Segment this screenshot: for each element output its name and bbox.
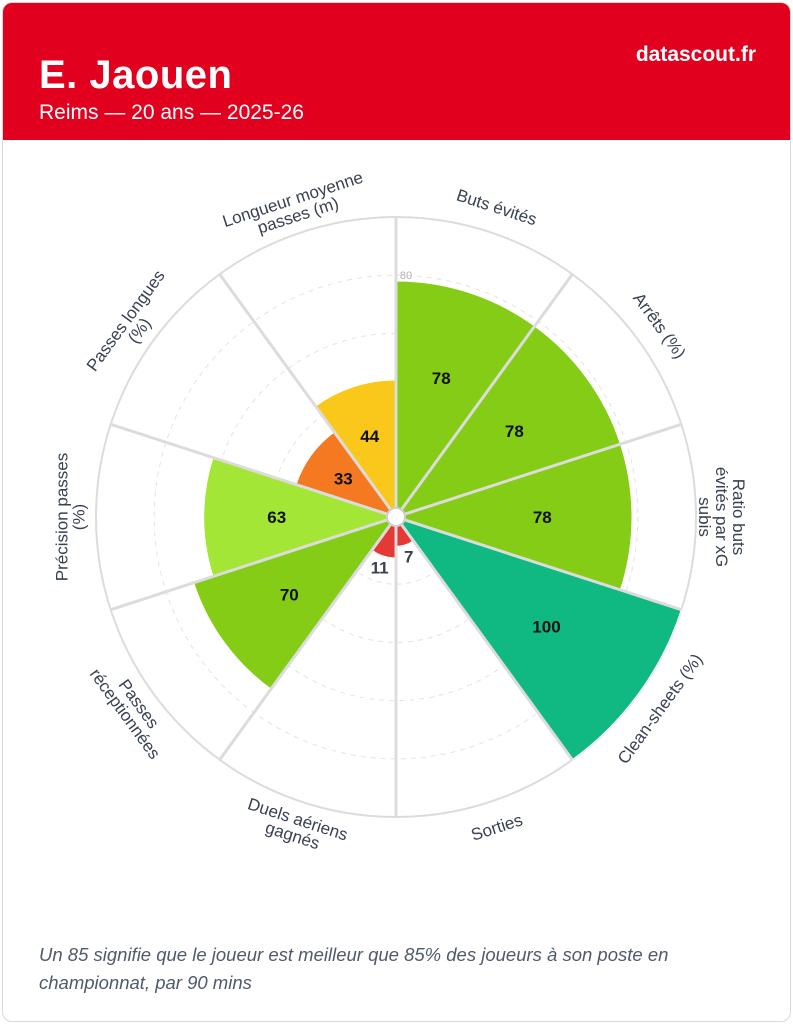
- grid-ring-80: [153, 274, 639, 760]
- spoke: [404, 422, 682, 516]
- value-label-2: 78: [505, 422, 524, 441]
- brand-link[interactable]: datascout.fr: [635, 43, 756, 66]
- spoke: [110, 422, 388, 516]
- category-label-text: Passes longues(%): [83, 267, 183, 385]
- value-label-1: 78: [432, 369, 451, 388]
- category-label-text: Passesréceptionnées: [86, 655, 178, 763]
- value-label-6: 11: [371, 558, 389, 577]
- spoke: [400, 273, 574, 511]
- category-label-3: Ratio butsévités par xGsubis: [695, 467, 748, 567]
- player-subtitle: Reims — 20 ans — 2025-26: [39, 101, 304, 124]
- value-label-7: 70: [280, 586, 299, 605]
- category-label-text: Sorties: [469, 810, 525, 844]
- value-label-10: 44: [360, 427, 379, 446]
- category-label-text: Arrêts (%): [629, 289, 689, 362]
- spoke: [218, 273, 392, 511]
- category-label-6: Duels aériensgagnés: [240, 794, 350, 860]
- value-label-8: 63: [267, 508, 286, 527]
- spoke: [218, 523, 392, 761]
- value-label-5: 7: [404, 547, 413, 566]
- category-label-7: Passesréceptionnées: [86, 655, 178, 763]
- spoke: [404, 518, 682, 612]
- category-label-text: Précision passes(%): [53, 453, 89, 582]
- category-label-text: Ratio butsévités par xGsubis: [695, 467, 748, 567]
- category-label-2: Arrêts (%): [629, 289, 689, 362]
- player-name: E. Jaouen: [39, 53, 233, 97]
- category-label-1: Buts évités: [454, 186, 539, 230]
- header-banner: E. Jaouen Reims — 20 ans — 2025-26 datas…: [3, 3, 790, 140]
- category-label-text: Buts évités: [454, 186, 539, 230]
- category-label-9: Passes longues(%): [83, 267, 183, 385]
- category-label-8: Précision passes(%): [53, 453, 89, 582]
- ring-label: 80: [400, 270, 412, 282]
- spoke: [400, 523, 574, 761]
- value-label-9: 33: [334, 470, 353, 489]
- center-hole: [386, 507, 406, 527]
- spoke: [110, 518, 388, 612]
- value-label-3: 78: [533, 508, 552, 527]
- category-label-5: Sorties: [469, 810, 525, 844]
- footnote: Un 85 signifie que le joueur est meilleu…: [39, 944, 669, 993]
- value-label-4: 100: [532, 617, 560, 636]
- category-label-text: Duels aériensgagnés: [240, 794, 350, 860]
